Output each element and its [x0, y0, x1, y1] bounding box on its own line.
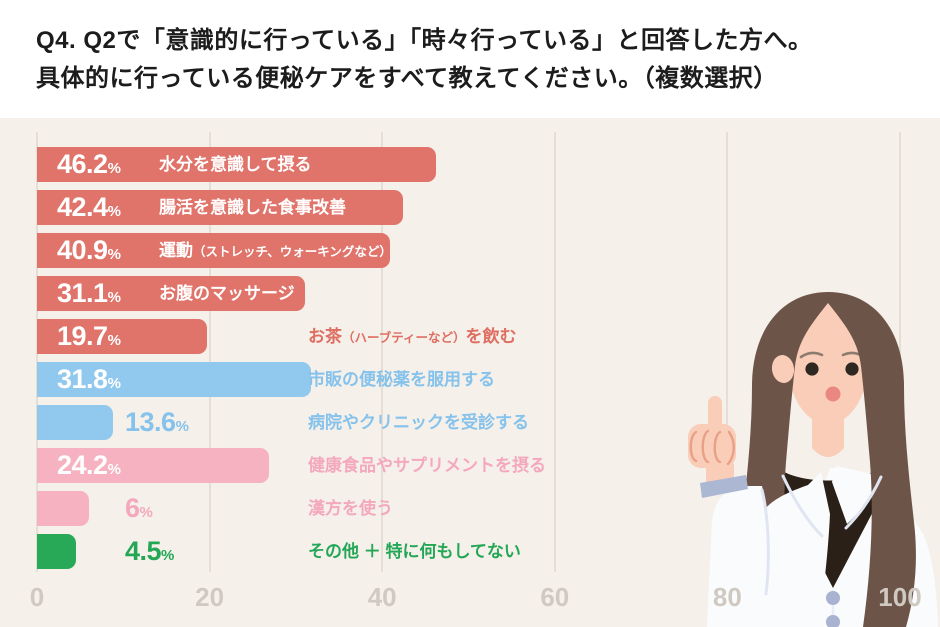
bar-row: 6% 漢方を使う	[0, 491, 940, 526]
bar	[37, 491, 89, 526]
bar-value: 6%	[125, 493, 153, 523]
index-finger	[708, 396, 722, 438]
bar-row: 46.2% 水分を意識して摂る	[0, 147, 940, 182]
bar	[37, 233, 390, 268]
axis-tick-label: 80	[712, 582, 742, 612]
bar-label: 水分を意識して摂る	[159, 155, 312, 174]
grid-line	[208, 132, 211, 572]
axis-tick-label: 40	[367, 582, 397, 612]
axis-tick-label: 60	[540, 582, 570, 612]
axis-tick-label: 20	[195, 582, 225, 612]
bar-value: 31.1%	[57, 278, 121, 308]
bar-row: 13.6% 病院やクリニックを受診する	[0, 405, 940, 440]
bar-value: 13.6%	[125, 407, 189, 437]
face	[788, 302, 868, 424]
bar	[37, 147, 436, 182]
bar	[37, 276, 306, 311]
bar-label: 漢方を使う	[308, 499, 393, 518]
mouth	[825, 386, 841, 402]
grid-line	[726, 132, 729, 572]
bar-value: 24.2%	[57, 450, 121, 480]
bar-row: 4.5% その他 ＋ 特に何もしてない	[0, 534, 940, 569]
knuckle-line	[689, 430, 698, 463]
coat-sleeve	[707, 486, 769, 627]
bar-row: 31.8% 市販の便秘薬を服用する	[0, 362, 940, 397]
bar-label: 腸活を意識した食事改善	[159, 198, 346, 217]
knuckle-line	[701, 429, 710, 464]
question-title-line2: 具体的に行っている便秘ケアをすべて教えてください。（複数選択）	[36, 65, 778, 92]
question-title-line1: Q4. Q2で「意識的に行っている」「時々行っている」と回答した方へ。	[36, 27, 813, 54]
bar-row: 40.9% 運動（ストレッチ、ウォーキングなど）	[0, 233, 940, 268]
lapel-crease-right	[844, 475, 883, 530]
bar-label: 健康食品やサプリメントを摂る	[308, 456, 546, 475]
bar-value: 40.9%	[57, 235, 121, 265]
axis-tick-label: 0	[29, 582, 45, 612]
bar	[37, 534, 76, 569]
doctor-illustration	[688, 292, 938, 627]
bar-value: 42.4%	[57, 192, 121, 222]
fist	[688, 424, 736, 468]
bar	[37, 190, 403, 225]
bar-label: お茶（ハーブティーなど）を飲む	[308, 327, 517, 346]
eye-left	[805, 362, 819, 376]
bar	[37, 448, 270, 483]
bar-value: 31.8%	[57, 364, 121, 394]
bar	[37, 319, 207, 354]
bar-label: 運動（ストレッチ、ウォーキングなど）	[159, 241, 392, 260]
eye-right	[845, 362, 859, 376]
bar-row: 42.4% 腸活を意識した食事改善	[0, 190, 940, 225]
pointing-hand	[688, 396, 748, 498]
coat-button	[826, 591, 840, 605]
grid-line	[381, 132, 384, 572]
knuckle-line	[713, 430, 722, 464]
bar-row: 19.7% お茶（ハーブティーなど）を飲む	[0, 319, 940, 354]
bar-value: 46.2%	[57, 149, 121, 179]
bar-row: 24.2% 健康食品やサプリメントを摂る	[0, 448, 940, 483]
bar-row: 31.1% お腹のマッサージ	[0, 276, 940, 311]
bar	[37, 362, 312, 397]
cuff	[700, 475, 748, 498]
coat-lapel-right	[832, 466, 882, 524]
bar-label: 市販の便秘薬を服用する	[308, 370, 495, 389]
bar-label: 病院やクリニックを受診する	[308, 413, 529, 432]
grid-line	[553, 132, 556, 572]
ear	[771, 355, 795, 383]
axis-tick-label: 100	[878, 582, 922, 612]
bar-value: 19.7%	[57, 321, 121, 351]
lapel-crease-left	[781, 474, 824, 538]
coat-button	[826, 615, 840, 627]
bar-label: その他 ＋ 特に何もしてない	[308, 542, 521, 561]
sleeve-crease	[760, 488, 770, 596]
bar-value: 4.5%	[125, 536, 175, 566]
bar-label: お腹のマッサージ	[159, 284, 295, 303]
question-title: Q4. Q2で「意識的に行っている」「時々行っている」と回答した方へ。 具体的に…	[36, 22, 916, 98]
thumb-line	[726, 430, 735, 466]
bar	[37, 405, 113, 440]
grid-line	[899, 132, 901, 572]
eyebrow-left	[799, 351, 824, 359]
